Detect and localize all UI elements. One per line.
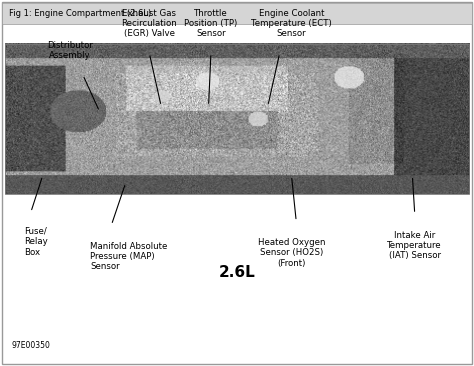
Text: Heated Oxygen
Sensor (HO2S)
(Front): Heated Oxygen Sensor (HO2S) (Front) [258, 238, 325, 268]
Text: Manifold Absolute
Pressure (MAP)
Sensor: Manifold Absolute Pressure (MAP) Sensor [90, 242, 167, 271]
Text: Fuse/
Relay
Box: Fuse/ Relay Box [24, 227, 47, 257]
Text: 97E00350: 97E00350 [12, 340, 51, 350]
Text: Throttle
Position (TP)
Sensor: Throttle Position (TP) Sensor [184, 9, 237, 38]
Text: Engine Coolant
Temperature (ECT)
Sensor: Engine Coolant Temperature (ECT) Sensor [251, 9, 332, 38]
Text: 2.6L: 2.6L [219, 265, 255, 280]
FancyBboxPatch shape [2, 3, 472, 24]
Text: Exhaust Gas
Recirculation
(EGR) Valve: Exhaust Gas Recirculation (EGR) Valve [121, 9, 177, 38]
Text: Intake Air
Temperature
(IAT) Sensor: Intake Air Temperature (IAT) Sensor [387, 231, 442, 260]
Text: Distributor
Assembly: Distributor Assembly [47, 41, 93, 60]
Text: Fig 1: Engine Compartment (2.6L): Fig 1: Engine Compartment (2.6L) [9, 9, 152, 18]
